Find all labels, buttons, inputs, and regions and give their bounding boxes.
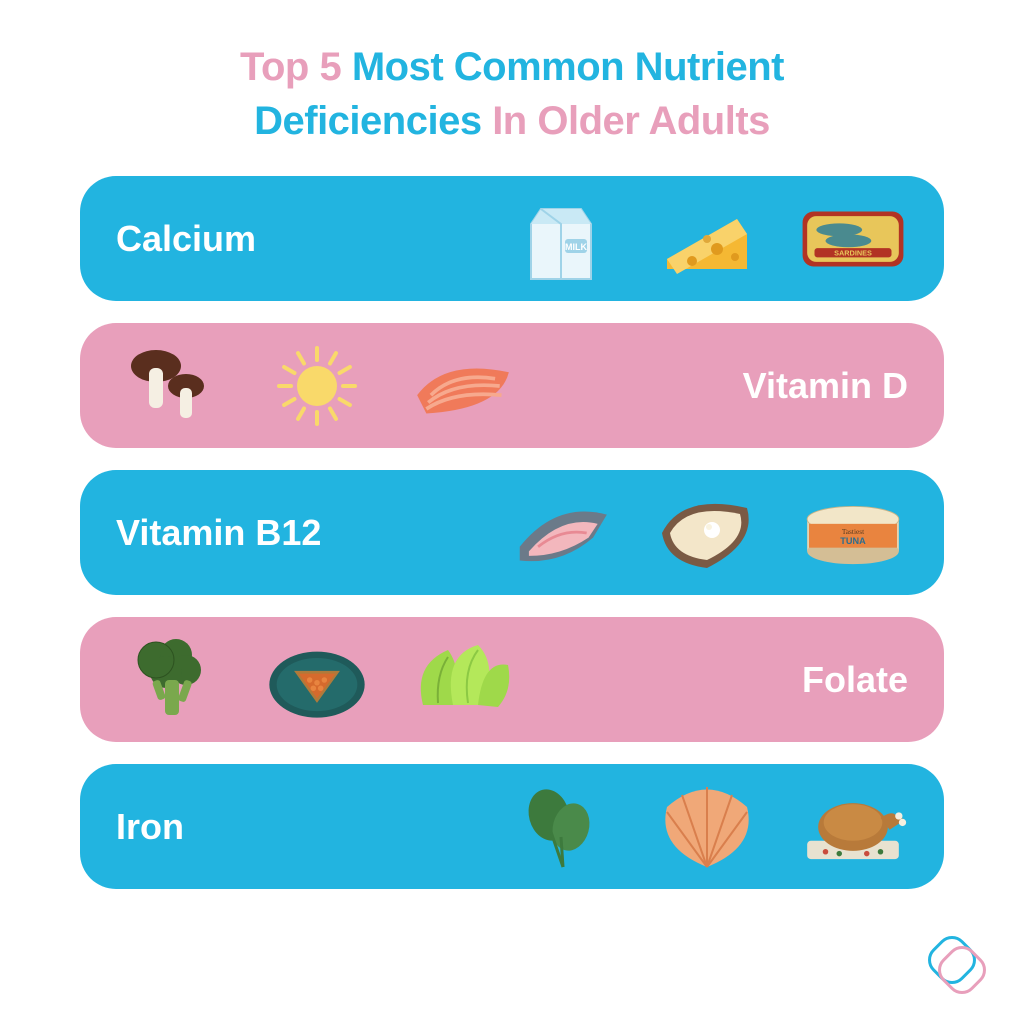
nutrient-label: Vitamin B12	[116, 512, 321, 554]
spinach-leaves-icon	[506, 777, 616, 877]
svg-text:MILK: MILK	[565, 242, 587, 252]
brand-logo-icon	[922, 930, 992, 1000]
roast-turkey-icon	[798, 777, 908, 877]
title-segment: Most Common Nutrient	[352, 45, 784, 89]
nutrient-row-vitamin-b12: Vitamin B12 TastiestTUNA	[80, 470, 944, 595]
food-icons-group: MILK SARDINES	[506, 189, 908, 289]
clam-shell-icon	[652, 777, 762, 877]
beans-on-toast-plate-icon	[262, 630, 372, 730]
oyster-icon	[652, 483, 762, 583]
title-segment: Deficiencies	[254, 99, 492, 143]
broccoli-icon	[116, 630, 226, 730]
food-icons-group	[506, 777, 908, 877]
cheese-wedge-icon	[652, 189, 762, 289]
fish-slice-icon	[506, 483, 616, 583]
nutrient-row-calcium: Calcium MILK SARDINES	[80, 176, 944, 301]
title-segment: Top 5	[240, 45, 352, 89]
milk-carton-icon: MILK	[506, 189, 616, 289]
title-segment: In Older Adults	[492, 99, 770, 143]
nutrient-label: Vitamin D	[743, 365, 908, 407]
tuna-can-icon: TastiestTUNA	[798, 483, 908, 583]
food-icons-group	[116, 336, 518, 436]
svg-text:TUNA: TUNA	[840, 536, 866, 546]
mushrooms-icon	[116, 336, 226, 436]
lettuce-icon	[408, 630, 518, 730]
nutrient-row-vitamin-d: Vitamin D	[80, 323, 944, 448]
sun-icon	[262, 336, 372, 436]
nutrient-label: Folate	[802, 659, 908, 701]
salmon-fillet-icon	[408, 336, 518, 436]
infographic-container: Top 5 Most Common Nutrient Deficiencies I…	[0, 0, 1024, 929]
nutrient-label: Iron	[116, 806, 184, 848]
infographic-title: Top 5 Most Common Nutrient Deficiencies I…	[240, 40, 784, 148]
svg-text:SARDINES: SARDINES	[834, 248, 872, 257]
svg-text:Tastiest: Tastiest	[842, 526, 864, 535]
food-icons-group	[116, 630, 518, 730]
sardines-can-icon: SARDINES	[798, 189, 908, 289]
nutrient-rows: Calcium MILK SARDINES Vitamin D Vitamin B12 T…	[80, 176, 944, 889]
nutrient-row-folate: Folate	[80, 617, 944, 742]
nutrient-label: Calcium	[116, 218, 256, 260]
food-icons-group: TastiestTUNA	[506, 483, 908, 583]
nutrient-row-iron: Iron	[80, 764, 944, 889]
